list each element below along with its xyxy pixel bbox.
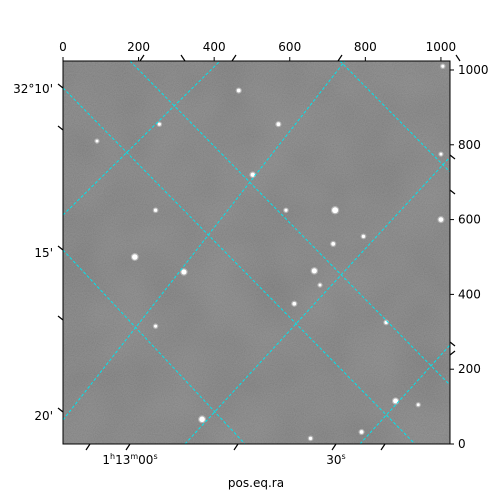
- star-source: [132, 254, 138, 260]
- star-source: [250, 172, 255, 177]
- grid-line: [129, 61, 450, 386]
- world-tick: [449, 350, 456, 356]
- world-tick: [380, 443, 386, 451]
- x-pixel-tick-label: 1000: [426, 40, 457, 54]
- star-source: [181, 269, 187, 275]
- world-tick: [331, 443, 337, 451]
- world-tick: [337, 54, 343, 62]
- star-source: [441, 64, 445, 68]
- ra-tick-label-0: 1h13m00s: [102, 452, 157, 467]
- star-source: [236, 88, 241, 93]
- grid-line: [359, 344, 450, 444]
- world-tick: [139, 54, 145, 62]
- star-source: [359, 430, 364, 434]
- y-pixel-tick-label: 1000: [458, 63, 489, 77]
- star-source: [292, 301, 297, 306]
- y-pixel-tick-label: 200: [458, 362, 481, 376]
- world-tick: [57, 407, 64, 413]
- star-source: [95, 139, 99, 143]
- grid-line: [339, 61, 450, 173]
- star-source: [332, 207, 339, 214]
- y-pixel-tick-label: 400: [458, 287, 481, 301]
- pixel-axis-ticks: 0 200 400 600 800 1000 0 200 400 600 800 1000: [59, 40, 488, 451]
- dec-tick-label-0: 32°10': [13, 82, 53, 96]
- world-tick: [125, 443, 131, 451]
- grid-line: [63, 87, 416, 444]
- star-source: [438, 217, 444, 222]
- star-source: [284, 208, 288, 212]
- world-tick: [57, 245, 64, 251]
- world-tick: [57, 83, 64, 89]
- x-pixel-tick-label: 800: [354, 40, 377, 54]
- grid-line: [63, 249, 246, 444]
- star-source: [153, 208, 158, 212]
- ra-tick-label-1: 30s: [326, 452, 345, 467]
- star-source: [154, 324, 158, 328]
- world-coordinate-ticks: [57, 54, 461, 451]
- world-tick: [57, 315, 64, 321]
- world-tick: [449, 154, 456, 160]
- y-pixel-tick-label: 600: [458, 213, 481, 227]
- world-tick: [57, 125, 64, 131]
- grid-line: [63, 61, 346, 421]
- world-tick: [233, 443, 239, 451]
- world-tick: [449, 189, 456, 195]
- dec-tick-label-2: 20': [34, 409, 53, 423]
- star-source: [331, 241, 336, 246]
- world-tick: [231, 54, 237, 62]
- star-source: [393, 398, 399, 404]
- star-source: [276, 122, 281, 127]
- world-tick: [180, 54, 186, 62]
- star-sources: [94, 63, 446, 442]
- dec-tick-label-1: 15': [34, 246, 53, 260]
- image-noise: [63, 61, 450, 444]
- world-tick: [455, 54, 461, 62]
- star-source: [157, 122, 161, 126]
- y-pixel-tick-label: 0: [458, 437, 466, 451]
- coordinate-grid: [63, 61, 450, 444]
- x-pixel-tick-label: 0: [59, 40, 67, 54]
- star-source: [199, 416, 205, 423]
- world-tick: [85, 443, 91, 451]
- star-source: [308, 436, 313, 441]
- plot-area: [62, 60, 451, 445]
- star-source: [318, 283, 322, 287]
- grid-line: [184, 156, 450, 444]
- star-source: [439, 152, 443, 156]
- world-tick: [449, 341, 456, 347]
- grid-line: [63, 61, 221, 216]
- x-axis-label: pos.eq.ra: [228, 476, 284, 490]
- star-source: [416, 403, 420, 407]
- x-pixel-tick-label: 400: [203, 40, 226, 54]
- x-pixel-tick-label: 600: [278, 40, 301, 54]
- star-source: [361, 234, 366, 239]
- plot-frame: [62, 60, 451, 445]
- star-source: [311, 268, 317, 274]
- x-pixel-tick-label: 200: [127, 40, 150, 54]
- y-pixel-tick-label: 800: [458, 138, 481, 152]
